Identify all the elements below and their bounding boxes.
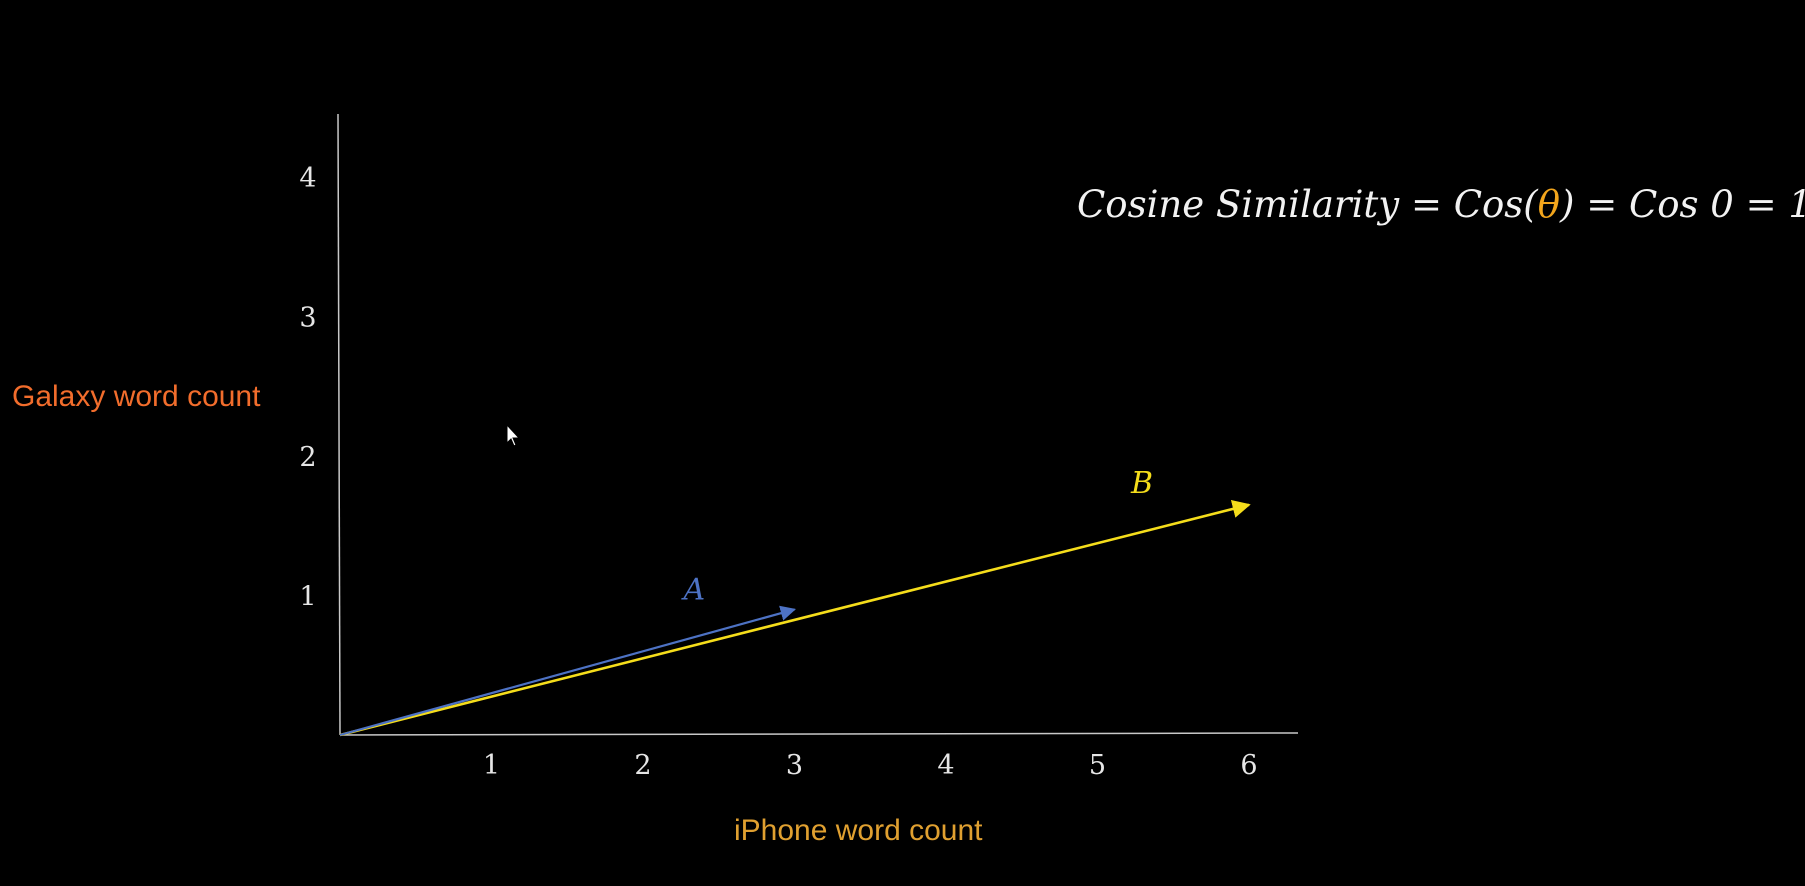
formula-suffix: ) = Cos 0 = 1 <box>1560 183 1805 226</box>
vector-b-label: B <box>1130 466 1153 501</box>
formula-theta: θ <box>1537 183 1560 226</box>
cosine-similarity-formula: Cosine Similarity = Cos(θ) = Cos 0 = 1 <box>1077 183 1805 226</box>
x-tick-label: 6 <box>1240 750 1257 781</box>
x-tick-label: 1 <box>483 750 500 781</box>
formula-prefix: Cosine Similarity = Cos( <box>1077 183 1538 226</box>
y-tick-label: 1 <box>299 582 316 613</box>
x-tick-label: 2 <box>634 750 651 781</box>
x-tick-label: 3 <box>786 750 803 781</box>
x-axis <box>339 732 1299 736</box>
vector-b <box>339 500 1251 737</box>
x-tick-label: 4 <box>937 750 954 781</box>
y-tick-label: 3 <box>299 303 316 334</box>
y-axis-label: Galaxy word count <box>12 380 261 413</box>
x-axis-label: iPhone word count <box>734 814 983 847</box>
x-tick-label: 5 <box>1089 750 1106 781</box>
y-tick-label: 4 <box>299 163 316 194</box>
y-tick-label: 2 <box>299 442 316 473</box>
mouse-cursor-icon <box>506 423 521 447</box>
vector-a-label: A <box>681 572 706 607</box>
vector-a <box>339 605 796 737</box>
y-axis <box>337 113 341 736</box>
